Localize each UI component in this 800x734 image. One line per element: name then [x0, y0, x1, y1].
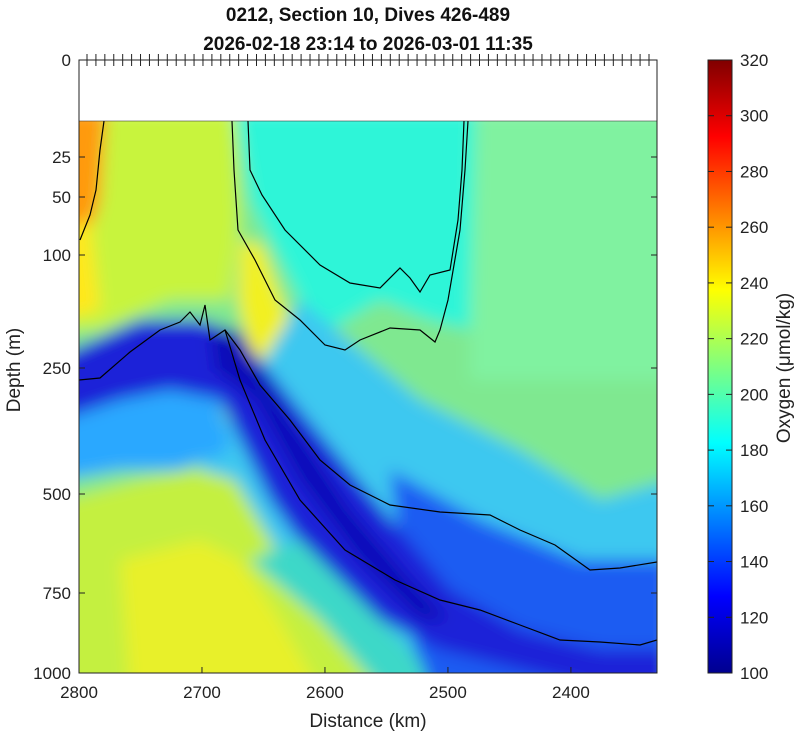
- oxygen-contours: [79, 121, 657, 646]
- colorbar-tick-label: 100: [740, 664, 768, 683]
- x-tick-label: 2700: [183, 683, 221, 702]
- y-tick-label: 0: [62, 51, 71, 70]
- colorbar-tick-label: 280: [740, 162, 768, 181]
- colorbar-tick-label: 300: [740, 107, 768, 126]
- y-tick-label: 1000: [33, 664, 71, 683]
- colorbar: [707, 59, 733, 674]
- x-axis-ticks: 2800 2700 2600 2500 2400: [60, 667, 590, 702]
- y-tick-label: 750: [43, 584, 71, 603]
- y-tick-label: 250: [43, 359, 71, 378]
- y-tick-label: 100: [43, 246, 71, 265]
- colorbar-tick-label: 180: [740, 441, 768, 460]
- colorbar-tick-label: 160: [740, 497, 768, 516]
- colorbar-tick-label: 140: [740, 553, 768, 572]
- y-tick-label: 50: [52, 188, 71, 207]
- x-tick-label: 2500: [429, 683, 467, 702]
- x-tick-label: 2800: [60, 683, 98, 702]
- x-tick-label: 2600: [306, 683, 344, 702]
- dive-tick-marks: [86, 54, 650, 66]
- colorbar-tick-label: 260: [740, 218, 768, 237]
- plot-frame: [78, 59, 658, 674]
- x-axis-label: Distance (km): [309, 711, 426, 732]
- y-tick-label: 500: [43, 485, 71, 504]
- chart-title: 0212, Section 10, Dives 426-489: [226, 5, 510, 26]
- colorbar-ticks: 100 120 140 160 180 200 220 240 260 280 300 320: [708, 51, 768, 683]
- y-tick-label: 25: [52, 148, 71, 167]
- colorbar-tick-label: 320: [740, 51, 768, 70]
- colorbar-tick-label: 200: [740, 385, 768, 404]
- y-axis-label: Depth (m): [4, 328, 25, 412]
- chart-subtitle: 2026-02-18 23:14 to 2026-03-01 11:35: [203, 34, 533, 55]
- x-tick-label: 2400: [552, 683, 590, 702]
- colorbar-label: Oxygen (μmol/kg): [774, 293, 795, 443]
- colorbar-tick-label: 220: [740, 330, 768, 349]
- colorbar-tick-label: 120: [740, 608, 768, 627]
- colorbar-tick-label: 240: [740, 274, 768, 293]
- y-axis-ticks: 0 25 50 100 250 500 750 1000: [33, 51, 657, 683]
- oxygen-field: [79, 121, 657, 673]
